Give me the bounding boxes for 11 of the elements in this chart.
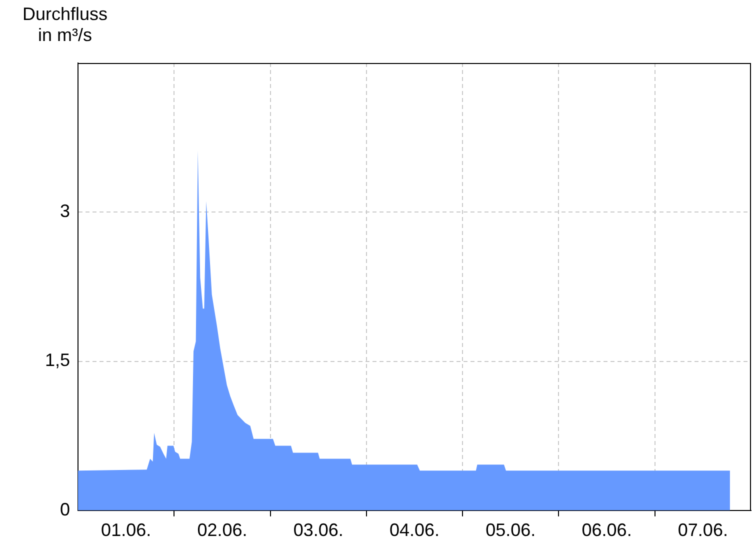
- x-tick-label: 04.06.: [389, 520, 440, 540]
- y-tick-label: 0: [60, 499, 70, 520]
- x-tick-label: 01.06.: [101, 520, 152, 540]
- x-tick-label: 02.06.: [197, 520, 248, 540]
- x-tick-label: 07.06.: [678, 520, 728, 540]
- x-tick-label: 03.06.: [293, 520, 344, 540]
- y-tick-label: 3: [60, 201, 70, 222]
- y-tick-label: 1,5: [44, 350, 70, 370]
- x-tick-label: 06.06.: [582, 520, 632, 540]
- y-axis-title: Durchfluss in m³/s: [21, 4, 109, 46]
- x-tick-label: 05.06.: [486, 520, 536, 540]
